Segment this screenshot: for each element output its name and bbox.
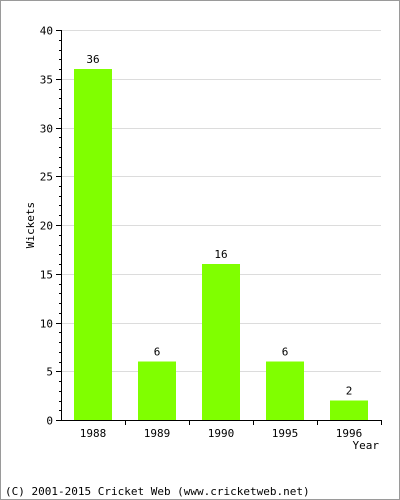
bar <box>138 361 176 420</box>
y-tick-label: 5 <box>46 366 53 379</box>
y-tick-label: 0 <box>46 415 53 428</box>
y-tick-label: 20 <box>40 220 53 233</box>
bar <box>330 400 368 420</box>
x-tick-label: 1988 <box>80 427 107 440</box>
x-tick-label: 1990 <box>208 427 235 440</box>
y-tick-label: 40 <box>40 25 53 38</box>
data-label: 6 <box>282 346 289 359</box>
bars <box>74 69 368 420</box>
y-tick-label: 25 <box>40 171 53 184</box>
axes <box>56 30 382 425</box>
data-label: 2 <box>346 385 353 398</box>
x-tick-label: 1996 <box>336 427 363 440</box>
footer-copyright: (C) 2001-2015 Cricket Web (www.cricketwe… <box>5 485 310 498</box>
bar <box>202 264 240 420</box>
x-axis-label: Year <box>353 439 380 452</box>
y-tick-label: 35 <box>40 74 53 87</box>
bar <box>266 361 304 420</box>
bar <box>74 69 112 420</box>
data-labels: 36 6 16 6 2 <box>86 53 352 398</box>
x-tick-labels: 1988 1989 1990 1995 1996 <box>80 427 363 440</box>
data-label: 36 <box>86 53 99 66</box>
x-tick-label: 1989 <box>144 427 171 440</box>
y-axis-label: Wickets <box>24 202 37 248</box>
y-tick-label: 10 <box>40 318 53 331</box>
grid-lines <box>61 30 381 372</box>
y-tick-label: 30 <box>40 123 53 136</box>
data-label: 16 <box>214 248 227 261</box>
y-tick-label: 15 <box>40 269 53 282</box>
data-label: 6 <box>154 346 161 359</box>
x-tick-label: 1995 <box>272 427 299 440</box>
y-tick-labels: 0 5 10 15 20 25 30 35 40 <box>40 25 53 428</box>
